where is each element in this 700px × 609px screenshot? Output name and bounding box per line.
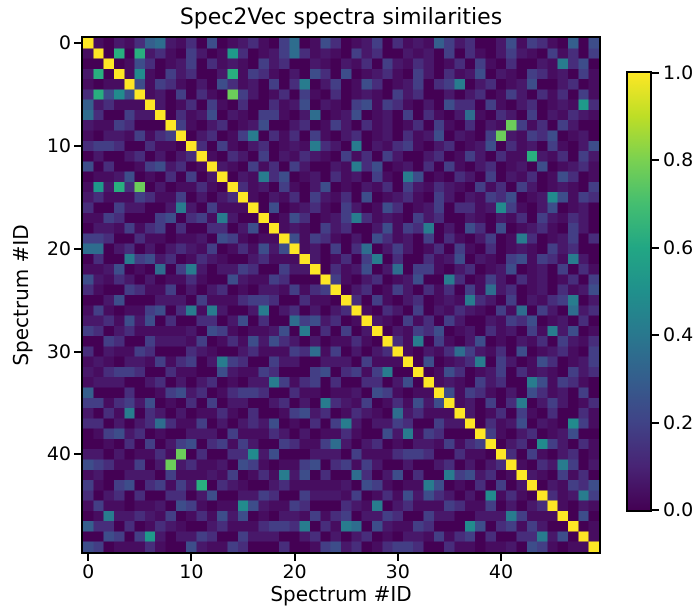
- y-tick-label: 10: [46, 134, 71, 157]
- colorbar-tick-mark: [652, 246, 659, 249]
- y-tick-mark: [74, 350, 81, 353]
- x-tick-mark: [87, 554, 90, 561]
- x-tick-mark: [499, 554, 502, 561]
- y-tick-label: 20: [46, 237, 71, 260]
- colorbar-tick-label: 0.8: [663, 149, 694, 172]
- colorbar: [626, 71, 652, 512]
- colorbar-tick-mark: [652, 509, 659, 511]
- y-tick-mark: [74, 453, 81, 456]
- x-tick-mark: [190, 554, 193, 561]
- x-tick-mark: [396, 554, 399, 561]
- x-tick-label: 10: [179, 561, 204, 583]
- colorbar-tick-mark: [652, 334, 659, 337]
- y-axis-label: Spectrum #ID: [9, 224, 33, 366]
- y-tick-mark: [74, 144, 81, 147]
- colorbar-tick-mark: [652, 72, 659, 74]
- y-tick-label: 30: [46, 340, 71, 363]
- y-tick-mark: [74, 42, 81, 45]
- colorbar-tick-label: 0.0: [663, 499, 694, 521]
- heatmap-image: [81, 36, 601, 554]
- x-tick-label: 20: [282, 561, 307, 583]
- y-tick-mark: [74, 247, 81, 250]
- y-tick-label: 0: [58, 32, 71, 55]
- colorbar-tick-label: 0.4: [663, 324, 694, 347]
- chart-title: Spec2Vec spectra similarities: [179, 5, 503, 30]
- colorbar-tick-mark: [652, 159, 659, 162]
- x-tick-mark: [293, 554, 296, 561]
- x-tick-label: 40: [488, 561, 514, 583]
- y-tick-label: 40: [46, 443, 71, 466]
- colorbar-tick-label: 1.0: [663, 62, 694, 84]
- colorbar-tick-label: 0.2: [663, 411, 694, 434]
- colorbar-tick-mark: [652, 421, 659, 424]
- x-axis-label: Spectrum #ID: [270, 582, 412, 606]
- x-tick-label: 30: [385, 561, 410, 583]
- colorbar-tick-label: 0.6: [663, 236, 694, 259]
- x-tick-label: 0: [82, 561, 95, 583]
